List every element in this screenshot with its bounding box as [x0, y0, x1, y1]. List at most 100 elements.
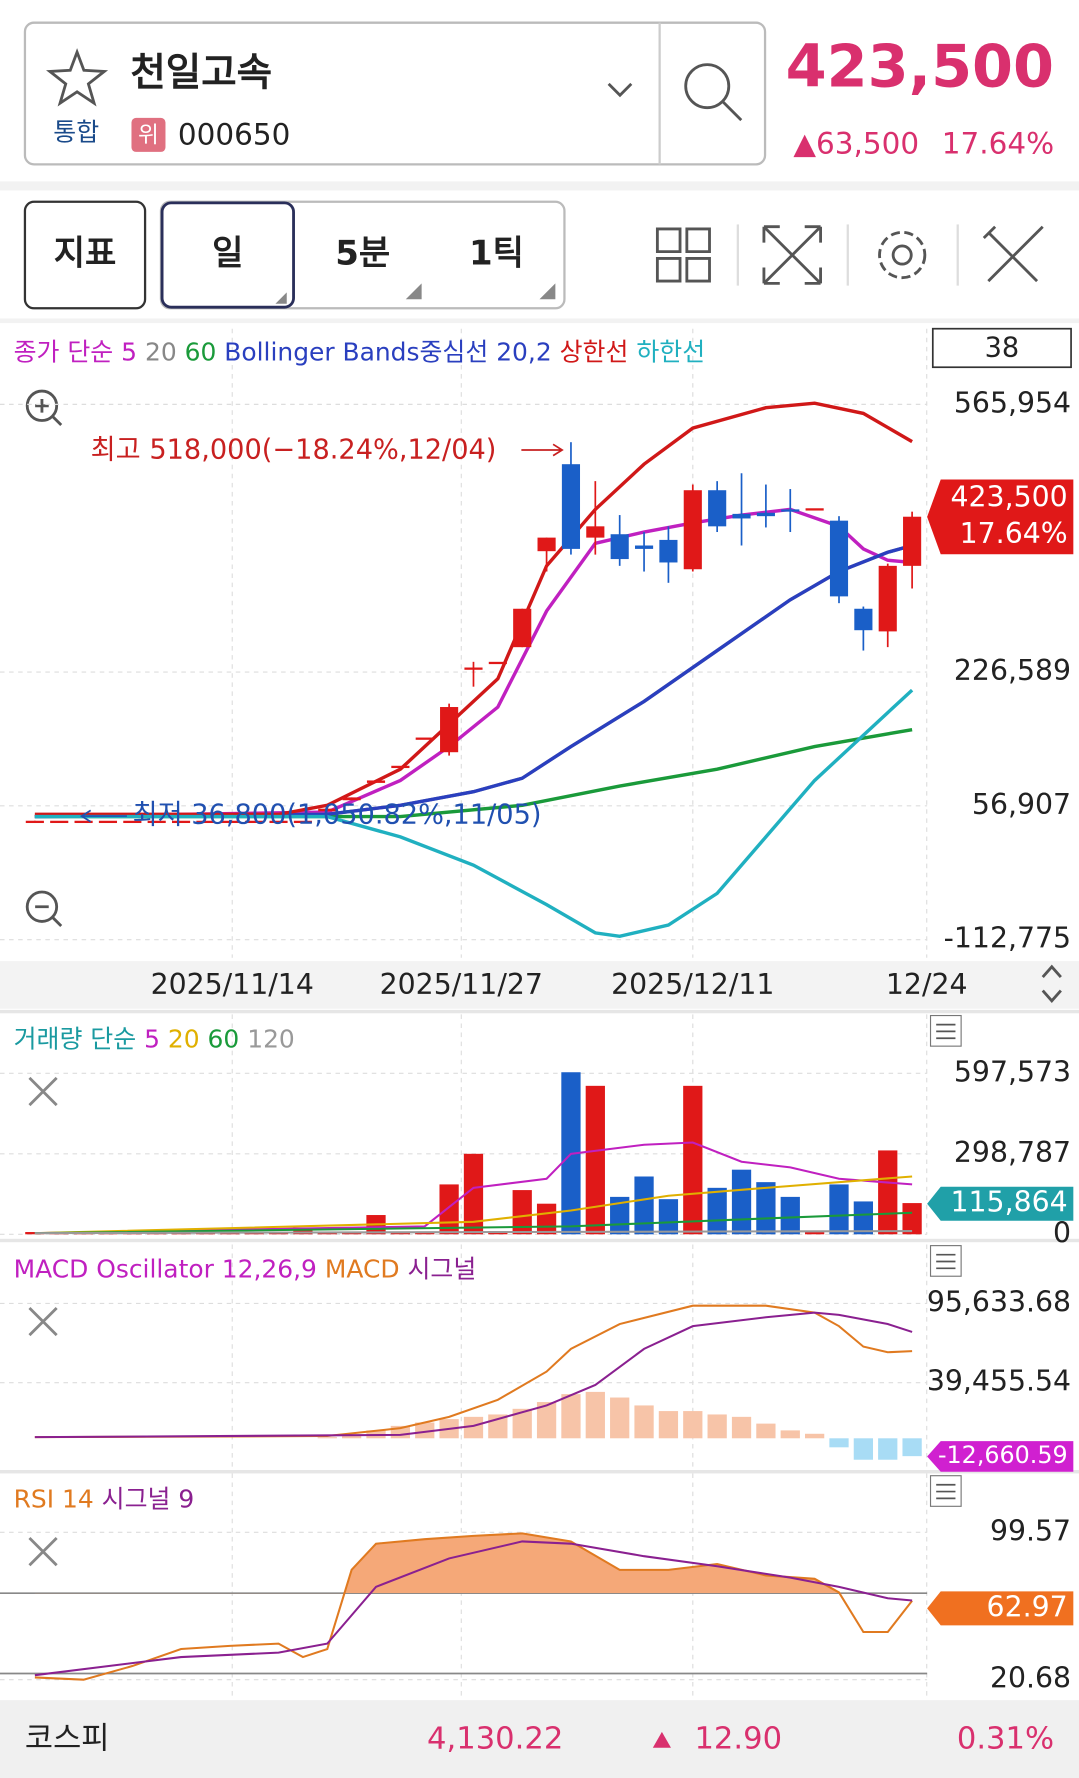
footer-bar	[0, 1700, 1079, 1778]
y-tick-label: 39,455.54	[927, 1365, 1071, 1398]
candle-body	[610, 534, 629, 560]
indicator-label: 지표	[54, 234, 117, 274]
bar	[780, 1196, 800, 1235]
bar	[463, 1416, 484, 1439]
candle-body	[903, 516, 922, 566]
candle-body	[805, 508, 824, 511]
value-tag-label: 115,864	[951, 1186, 1068, 1219]
y-tick-label: 99.57	[990, 1514, 1071, 1547]
legend: 종가 단순 5 20 60 Bollinger Bands중심선 20,2 상한…	[14, 338, 706, 367]
period-selected[interactable]	[160, 201, 295, 309]
bar	[463, 1153, 484, 1235]
line	[34, 1211, 913, 1235]
candle-body	[196, 820, 215, 824]
line	[34, 1230, 913, 1235]
candle-body	[829, 520, 849, 597]
candle-body	[781, 509, 800, 512]
y-tick-label: 95,633.68	[927, 1285, 1071, 1318]
candle-body	[732, 513, 751, 519]
zoom-in-icon	[35, 398, 63, 427]
candle-body	[854, 608, 873, 631]
period[interactable]: 5분	[335, 234, 390, 274]
candle-body	[708, 490, 727, 527]
legend-entry: 시그널 9	[102, 1485, 195, 1514]
price: 423,500	[786, 31, 1054, 100]
separator	[0, 1470, 1079, 1474]
y-tick-label: 298,787	[954, 1136, 1071, 1169]
legend-entry: 거래량 단순	[14, 1024, 137, 1053]
zoom-in-icon[interactable]	[25, 389, 59, 422]
legend-entry: 60	[208, 1024, 240, 1053]
index-value: 4,130.22	[427, 1721, 563, 1756]
x-tick-label: 2025/11/27	[380, 968, 543, 1001]
legend-entry: 5	[144, 1024, 160, 1053]
candle-body	[683, 490, 702, 570]
close-icon[interactable]	[28, 1306, 58, 1337]
menu-icon	[936, 1253, 956, 1270]
close-icon[interactable]	[28, 1076, 58, 1107]
rsi-fill	[34, 1533, 913, 1594]
expand-icon[interactable]	[762, 225, 823, 285]
candle-body	[147, 820, 166, 824]
candle-body	[488, 661, 507, 665]
bar	[342, 1434, 362, 1439]
search-icon[interactable]	[684, 63, 731, 110]
candle-body	[245, 820, 264, 824]
legend-entry: MACD Oscillator 12,26,9	[14, 1255, 317, 1284]
layout-icon[interactable]	[655, 227, 711, 283]
value-tag-label: 17.64%	[960, 517, 1068, 550]
bar	[415, 1422, 435, 1439]
separator	[0, 181, 1079, 191]
x-tick-label: 2025/12/11	[611, 968, 774, 1001]
legend-entry: MACD	[325, 1255, 400, 1284]
legend-entry: 60	[185, 338, 217, 367]
separator	[0, 1009, 1079, 1014]
count-box[interactable]	[931, 327, 1072, 369]
settings-icon[interactable]	[878, 230, 927, 280]
bar	[731, 1169, 752, 1235]
bar	[512, 1190, 532, 1235]
legend-entry: 5	[121, 338, 137, 367]
up-arrow	[652, 1731, 671, 1748]
low-annotation: 최저 36,800(1,050.82%,11/05)	[133, 800, 542, 831]
indicator-button[interactable]	[23, 200, 147, 310]
zoom-out-icon	[35, 905, 63, 928]
zoom-out-icon[interactable]	[25, 890, 59, 923]
bar	[536, 1402, 557, 1439]
candle-body	[342, 797, 361, 801]
legend-entry: 종가 단순	[14, 338, 114, 367]
scroll-icon[interactable]	[1041, 964, 1062, 1003]
candle-body	[50, 820, 69, 824]
line	[34, 1141, 913, 1235]
bar	[853, 1438, 874, 1460]
index-change: 12.90	[694, 1721, 782, 1756]
bar	[293, 1227, 313, 1235]
value-tag	[927, 1441, 1074, 1472]
close-icon[interactable]	[28, 1537, 58, 1567]
candle-body	[513, 608, 532, 648]
search-box[interactable]	[23, 21, 767, 166]
star-icon[interactable]	[46, 48, 109, 107]
x-tick-label: 2025/11/14	[151, 968, 314, 1001]
line	[34, 1540, 913, 1677]
bar	[878, 1150, 898, 1235]
x-tick-label: 12/24	[886, 968, 968, 1001]
legend-entry: 시그널	[407, 1255, 476, 1284]
legend-entry: RSI 14	[14, 1485, 94, 1514]
candle-body	[537, 537, 556, 552]
menu-icon[interactable]	[929, 1245, 962, 1277]
bar	[634, 1405, 654, 1439]
price-rate: 17.64%	[942, 127, 1054, 161]
high-arrow	[521, 443, 564, 457]
candle-body	[659, 539, 678, 563]
candle-body	[415, 737, 434, 740]
period[interactable]: 일	[212, 234, 243, 274]
low-arrow	[80, 809, 127, 823]
candle-body	[756, 512, 775, 517]
tools-icon[interactable]	[982, 225, 1044, 283]
badge-bg	[131, 117, 166, 152]
dropdown-icon[interactable]	[607, 82, 633, 98]
period[interactable]: 1틱	[469, 234, 524, 274]
